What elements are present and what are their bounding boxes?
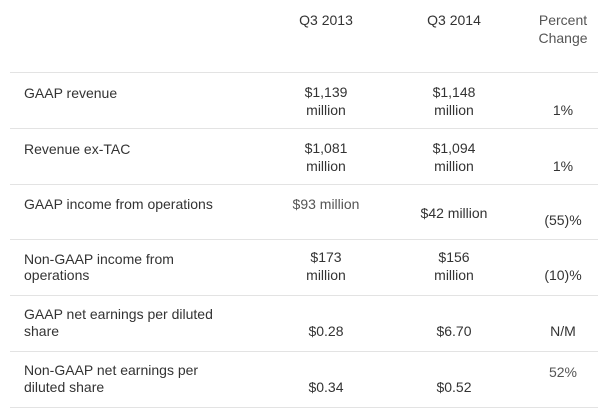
value-q3-2013: $0.28 — [308, 323, 344, 339]
value-q3-2013: $93 million — [292, 196, 360, 212]
value-q3-2013: $173 — [310, 249, 342, 265]
row-divider — [10, 128, 598, 129]
col-header-q3-2013: Q3 2013 — [299, 12, 353, 28]
value-q3-2014: $156 — [438, 249, 470, 265]
value-q3-2014: $0.52 — [436, 379, 472, 395]
value-q3-2014: $42 million — [420, 205, 488, 221]
value-q3-2013-unit: million — [306, 102, 346, 118]
table-row: Non-GAAP net earnings per diluted share … — [10, 352, 598, 407]
col-header-percent: Percent — [538, 12, 588, 28]
percent-change: 1% — [552, 158, 574, 174]
row-divider — [10, 184, 598, 185]
row-divider — [10, 239, 598, 240]
row-label: GAAP income from operations — [24, 196, 213, 212]
row-label: Revenue ex-TAC — [24, 141, 131, 157]
value-q3-2013-unit: million — [306, 158, 346, 174]
row-label: Non-GAAP net earnings per — [24, 362, 199, 378]
row-label-continued: share — [24, 323, 60, 339]
value-q3-2013-unit: million — [306, 267, 346, 283]
row-label-continued: diluted share — [24, 379, 105, 395]
percent-change: (10)% — [544, 267, 582, 283]
results-table: Q3 2013 Q3 2014 Percent Change GAAP reve… — [10, 0, 598, 414]
percent-change: 52% — [548, 364, 578, 380]
row-label: Non-GAAP income from — [24, 251, 174, 267]
table-row: Revenue ex-TAC $1,081 million $1,094 mil… — [10, 129, 598, 184]
value-q3-2014-unit: million — [434, 102, 474, 118]
value-q3-2014: $1,094 — [432, 140, 476, 156]
percent-change: (55)% — [544, 212, 582, 228]
table-row: GAAP revenue $1,139 million $1,148 milli… — [10, 73, 598, 128]
table-row: GAAP income from operations $93 million … — [10, 185, 598, 239]
value-q3-2014: $1,148 — [432, 84, 476, 100]
value-q3-2014: $6.70 — [436, 323, 472, 339]
value-q3-2013: $1,081 — [304, 140, 348, 156]
row-divider — [10, 407, 598, 408]
row-label-continued: operations — [24, 267, 90, 283]
value-q3-2013: $1,139 — [304, 84, 348, 100]
table-header: Q3 2013 Q3 2014 Percent Change — [10, 0, 598, 72]
value-q3-2014-unit: million — [434, 267, 474, 283]
col-header-q3-2014: Q3 2014 — [427, 12, 481, 28]
row-label: GAAP revenue — [24, 85, 118, 101]
table-row: Non-GAAP income from operations $173 mil… — [10, 240, 598, 295]
row-divider — [10, 72, 598, 73]
row-divider — [10, 295, 598, 296]
value-q3-2013: $0.34 — [308, 379, 344, 395]
table-row: GAAP net earnings per diluted share $0.2… — [10, 296, 598, 351]
row-label: GAAP net earnings per diluted — [24, 306, 213, 322]
value-q3-2014-unit: million — [434, 158, 474, 174]
percent-change: N/M — [550, 323, 576, 339]
row-divider — [10, 351, 598, 352]
percent-change: 1% — [552, 102, 574, 118]
col-header-change: Change — [538, 30, 588, 46]
